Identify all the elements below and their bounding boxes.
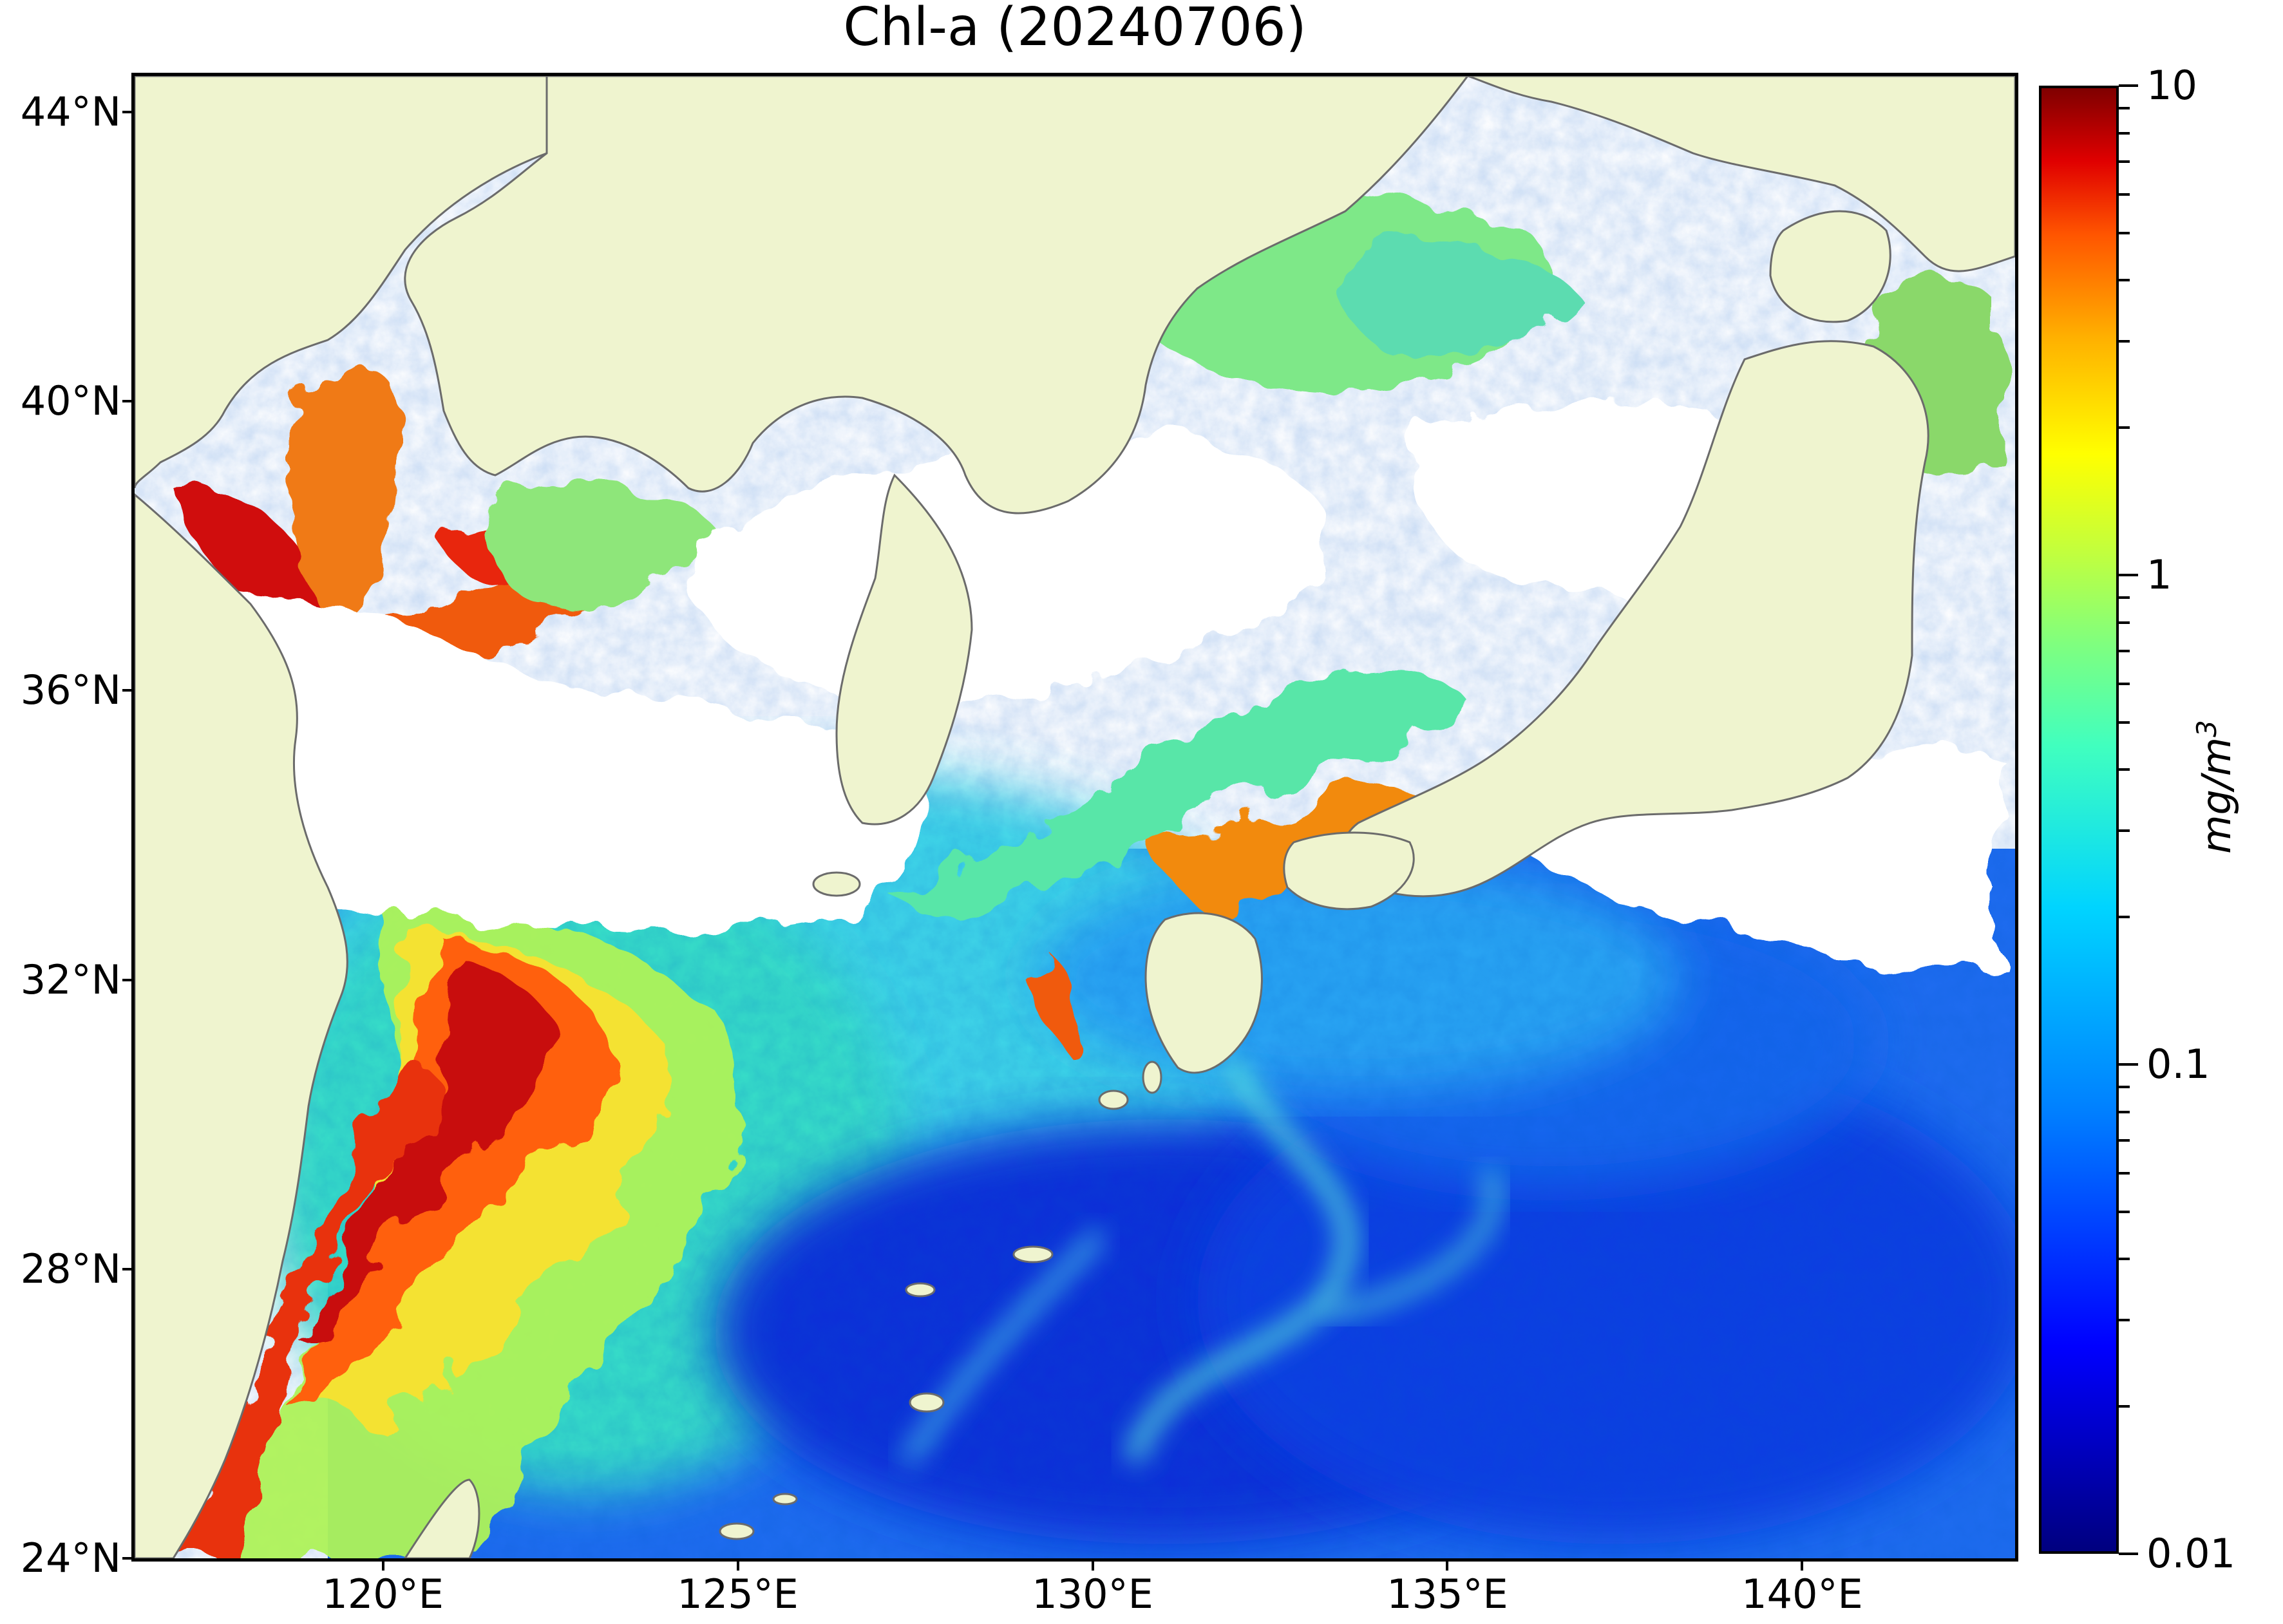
latitude-tick-label: 24°N — [20, 1534, 121, 1582]
latitude-tick-label: 40°N — [20, 377, 121, 425]
colorbar-minor-tick — [2119, 131, 2130, 135]
chlorophyll-map — [131, 73, 2018, 1562]
landmasses — [135, 76, 2015, 1558]
colorbar-minor-tick — [2119, 682, 2130, 685]
land-korea — [404, 76, 1469, 515]
land-china — [135, 76, 2015, 489]
colorbar-major-tick — [2119, 574, 2138, 576]
colorbar-minor-tick — [2119, 1171, 2130, 1175]
colorbar-minor-tick — [2119, 1085, 2130, 1088]
latitude-tick-label: 32°N — [20, 956, 121, 1003]
longitude-tick-mark — [1091, 1562, 1094, 1571]
ocean-chlorophyll-field — [135, 76, 2015, 1558]
latitude-tick-mark — [122, 111, 131, 114]
colorbar-minor-tick — [2119, 768, 2130, 771]
colorbar-minor-tick — [2119, 649, 2130, 652]
colorbar — [2039, 86, 2119, 1554]
colorbar-minor-tick — [2119, 829, 2130, 833]
colorbar-minor-tick — [2119, 160, 2130, 163]
colorbar-minor-tick — [2119, 721, 2130, 724]
longitude-tick-label: 125°E — [677, 1571, 799, 1618]
colorbar-tick-label: 10 — [2146, 62, 2197, 109]
longitude-tick-label: 120°E — [322, 1571, 444, 1618]
land-taiwan — [404, 1478, 480, 1558]
land-jeju — [812, 871, 861, 897]
colorbar-minor-tick — [2119, 621, 2130, 624]
latitude-tick-mark — [122, 1557, 131, 1560]
colorbar-minor-tick — [2119, 106, 2130, 109]
colorbar-tick-label: 0.01 — [2146, 1530, 2236, 1577]
colorbar-minor-tick — [2119, 1405, 2130, 1408]
colorbar-minor-tick — [2119, 1319, 2130, 1322]
colorbar-minor-tick — [2119, 426, 2130, 430]
longitude-tick-mark — [1446, 1562, 1449, 1571]
colorbar-tick-label: 1 — [2146, 551, 2172, 598]
colorbar-minor-tick — [2119, 916, 2130, 919]
colorbar-minor-tick — [2119, 596, 2130, 599]
land-shikoku — [1283, 831, 1415, 911]
colorbar-minor-tick — [2119, 1138, 2130, 1142]
longitude-tick-mark — [1801, 1562, 1804, 1571]
colorbar-minor-tick — [2119, 1210, 2130, 1213]
colorbar-minor-tick — [2119, 340, 2130, 343]
colorbar-major-tick — [2119, 84, 2138, 87]
colorbar-major-tick — [2119, 1553, 2138, 1555]
longitude-tick-label: 140°E — [1741, 1571, 1863, 1618]
colorbar-unit-superscript: 3 — [2191, 720, 2223, 737]
longitude-tick-mark — [381, 1562, 384, 1571]
colorbar-minor-tick — [2119, 231, 2130, 234]
colorbar-tick-label: 0.1 — [2146, 1041, 2210, 1088]
map-title: Chl-a (20240706) — [843, 0, 1307, 58]
longitude-tick-label: 135°E — [1387, 1571, 1508, 1618]
colorbar-major-tick — [2119, 1063, 2138, 1066]
colorbar-minor-tick — [2119, 279, 2130, 282]
colorbar-unit-label: mg/m3 — [2191, 720, 2240, 854]
latitude-tick-mark — [122, 978, 131, 981]
land-japan — [1343, 340, 1929, 898]
longitude-tick-mark — [736, 1562, 739, 1571]
latitude-tick-mark — [122, 1267, 131, 1270]
latitude-tick-mark — [122, 689, 131, 692]
colorbar-minor-tick — [2119, 193, 2130, 196]
colorbar-minor-tick — [2119, 1110, 2130, 1113]
longitude-tick-label: 130°E — [1032, 1571, 1153, 1618]
latitude-tick-mark — [122, 400, 131, 403]
land-kyushu — [1144, 912, 1263, 1074]
colorbar-minor-tick — [2119, 1258, 2130, 1261]
colorbar-unit-text: mg/m — [2192, 737, 2240, 854]
latitude-tick-label: 36°N — [20, 666, 121, 714]
latitude-tick-label: 44°N — [20, 88, 121, 136]
map-canvas — [135, 76, 2015, 1558]
latitude-tick-label: 28°N — [20, 1245, 121, 1292]
